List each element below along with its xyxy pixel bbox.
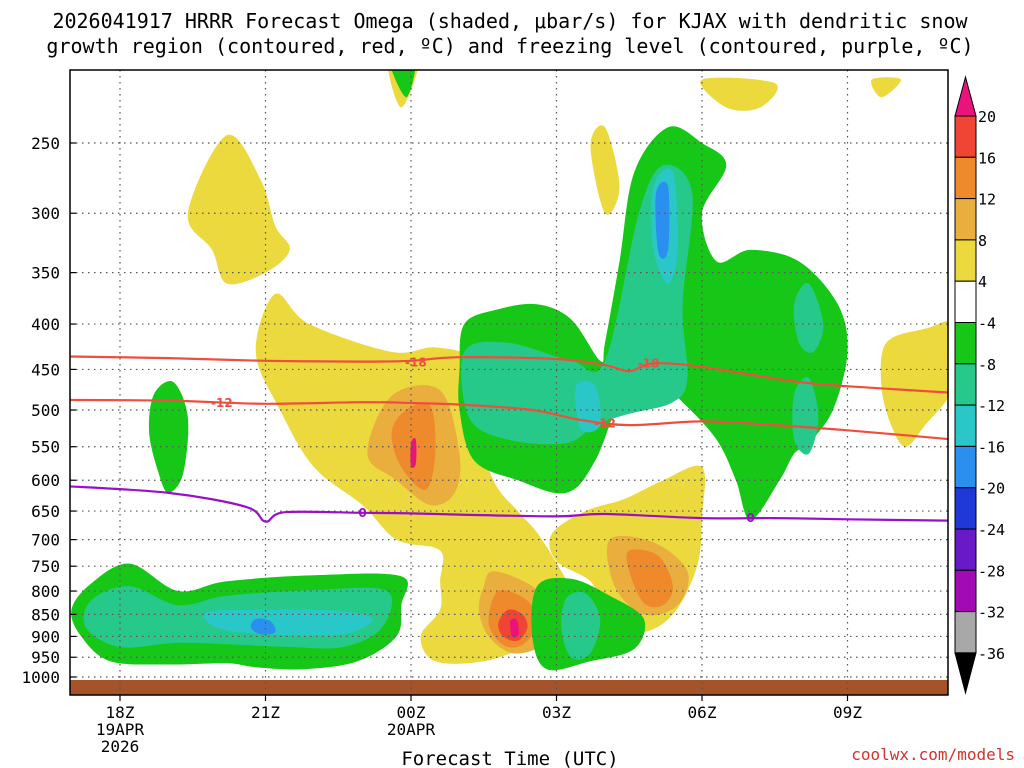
freezing-level-label-6: 0 bbox=[746, 511, 754, 525]
dgz-bottom-contour bbox=[70, 398, 948, 441]
colorbar-label-13: -36 bbox=[978, 645, 1005, 663]
omega-region-neg8-5 bbox=[561, 591, 601, 660]
colorbar-label-1: 16 bbox=[978, 149, 996, 167]
omega-region-pos12-3 bbox=[626, 549, 673, 608]
plot-gridlines bbox=[70, 70, 948, 695]
y-tick-label-1000: 1000 bbox=[21, 668, 60, 687]
dgz-top-contour bbox=[70, 355, 948, 394]
y-tick-label-950: 950 bbox=[31, 648, 60, 667]
y-tick-label-850: 850 bbox=[31, 605, 60, 624]
omega-region-neg16-1 bbox=[250, 618, 276, 635]
x-tick-label-0-1: 19APR bbox=[96, 720, 145, 739]
colorbar-label-11: -28 bbox=[978, 562, 1005, 580]
site-credit[interactable]: coolwx.com/models bbox=[851, 745, 1015, 764]
x-axis-label: Forecast Time (UTC) bbox=[401, 748, 618, 768]
y-tick-label-600: 600 bbox=[31, 471, 60, 490]
omega-region-neg8-3 bbox=[793, 283, 824, 353]
y-tick-label-800: 800 bbox=[31, 582, 60, 601]
colorbar-swatch-8 bbox=[954, 404, 977, 447]
colorbar-label-0: 20 bbox=[978, 108, 996, 126]
omega-region-pos4-4 bbox=[590, 125, 620, 215]
colorbar-label-6: -8 bbox=[978, 356, 996, 374]
omega-region-neg4-2 bbox=[148, 381, 189, 493]
y-tick-label-900: 900 bbox=[31, 627, 60, 646]
dgz-bottom-label-4: -12 bbox=[594, 417, 616, 431]
colorbar-swatch-11 bbox=[954, 528, 977, 571]
dgz-top-label-2: -18 bbox=[638, 356, 660, 370]
x-tick-label-6-1: 20APR bbox=[387, 720, 436, 739]
colorbar-label-2: 12 bbox=[978, 191, 996, 209]
omega-region-neg8-4 bbox=[792, 377, 819, 455]
y-tick-label-750: 750 bbox=[31, 557, 60, 576]
colorbar-label-8: -16 bbox=[978, 438, 1005, 456]
omega-shaded-regions bbox=[71, 70, 948, 671]
omega-region-pos4-3 bbox=[871, 77, 902, 98]
omega-region-pos20-1 bbox=[410, 438, 417, 468]
colorbar-bottom-arrow bbox=[954, 652, 977, 695]
y-tick-label-700: 700 bbox=[31, 531, 60, 550]
y-tick-label-400: 400 bbox=[31, 315, 60, 334]
omega-region-neg12-1 bbox=[203, 609, 373, 636]
colorbar-swatch-1 bbox=[954, 115, 977, 158]
colorbar-swatch-9 bbox=[954, 445, 977, 489]
chart-title-line-1: 2026041917 HRRR Forecast Omega (shaded, … bbox=[52, 9, 968, 33]
x-tick-label-15-0: 09Z bbox=[833, 703, 862, 722]
x-tick-label-12-0: 06Z bbox=[688, 703, 717, 722]
colorbar-label-5: -4 bbox=[978, 315, 996, 333]
colorbar-swatch-13 bbox=[954, 611, 977, 654]
colorbar-swatch-10 bbox=[954, 487, 977, 530]
omega-region-pos4-2 bbox=[700, 77, 778, 111]
x-tick-label-9-0: 03Z bbox=[542, 703, 571, 722]
pressure-axis: 250 300 350 400 450 500 550 600 650 700 750 800 850 9… bbox=[21, 134, 76, 687]
dgz-top-label-1: -18 bbox=[405, 356, 427, 370]
y-tick-label-300: 300 bbox=[31, 204, 60, 223]
y-tick-label-350: 350 bbox=[31, 264, 60, 283]
colorbar-swatch-12 bbox=[954, 569, 977, 613]
colorbar-swatch-2 bbox=[954, 156, 977, 200]
omega-region-pos20-2 bbox=[510, 618, 519, 638]
x-tick-label-6-0: 00Z bbox=[397, 703, 426, 722]
colorbar-swatch-3 bbox=[954, 198, 977, 241]
colorbar-label-12: -32 bbox=[978, 604, 1005, 622]
colorbar-label-7: -12 bbox=[978, 397, 1005, 415]
colorbar-label-4: 4 bbox=[978, 273, 987, 291]
x-tick-label-0-2: 2026 bbox=[101, 737, 140, 756]
omega-region-neg16-2 bbox=[655, 181, 670, 259]
colorbar-swatch-5 bbox=[954, 280, 977, 324]
colorbar-swatch-6 bbox=[954, 322, 977, 365]
x-tick-label-3-0: 21Z bbox=[251, 703, 280, 722]
omega-region-neg8-2 bbox=[461, 164, 693, 445]
dgz-bottom-label-3: -12 bbox=[211, 396, 233, 410]
colorbar-label-3: 8 bbox=[978, 232, 987, 250]
colorbar-top-arrow bbox=[954, 75, 977, 117]
y-tick-label-250: 250 bbox=[31, 134, 60, 153]
y-tick-label-450: 450 bbox=[31, 360, 60, 379]
omega-region-pos4-8 bbox=[880, 320, 948, 447]
colorbar-label-9: -20 bbox=[978, 480, 1005, 498]
omega-colorbar: 20 16 12 8 4 -4 -8 -12 -16 -20 -24 -28 -32 -36 bbox=[954, 75, 1005, 695]
omega-region-pos4-5 bbox=[187, 134, 290, 285]
y-tick-label-500: 500 bbox=[31, 401, 60, 420]
x-tick-label-0-0: 18Z bbox=[106, 703, 135, 722]
freezing-level-contour bbox=[70, 485, 948, 523]
plot-frame bbox=[69, 69, 949, 696]
contour-labels: -18 -18 -12 -12 0 0 bbox=[211, 356, 755, 526]
colorbar-label-10: -24 bbox=[978, 521, 1005, 539]
y-tick-label-650: 650 bbox=[31, 502, 60, 521]
chart-title-line-2: growth region (contoured, red, ºC) and f… bbox=[46, 34, 973, 58]
freezing-level-label-5: 0 bbox=[358, 506, 366, 520]
temperature-contours bbox=[70, 355, 948, 523]
colorbar-swatch-7 bbox=[954, 363, 977, 406]
omega-region-neg4-1 bbox=[391, 70, 416, 98]
colorbar-swatch-4 bbox=[954, 239, 977, 282]
ground-terrain-strip bbox=[70, 680, 948, 695]
y-tick-label-550: 550 bbox=[31, 438, 60, 457]
